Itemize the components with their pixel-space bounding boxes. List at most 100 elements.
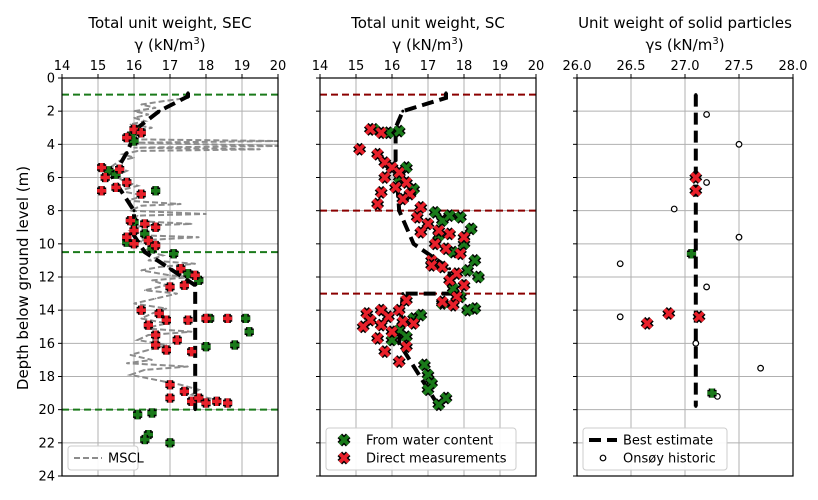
direct-measurement-point [392,166,406,180]
mscl-point [140,103,142,106]
x-tick-label: 18 [198,59,215,74]
direct-measurement-point [223,398,233,408]
x-tick-label: 26.0 [563,59,592,74]
y-tick-label: 24 [38,470,55,485]
direct-measurement-point [392,303,406,317]
mscl-point [162,100,164,103]
x-tick-label: 27.0 [671,59,700,74]
legend-swatch-direct [337,451,351,465]
direct-measurement-point [115,164,125,174]
direct-measurement-point [399,340,413,354]
mscl-point [133,156,135,159]
panel-sc: 14 15 16 17 18 19 20 Total unit weight, SC γ (kN… [312,14,545,477]
best-estimate-point [444,91,448,95]
direct-measurement-point [161,345,171,355]
direct-measurement-point [136,305,146,315]
grid [61,77,279,477]
panel-title: Total unit weight, SEC [87,14,251,32]
historic-point [616,313,624,321]
direct-measurement-point [151,240,161,251]
best-estimate-point [694,93,698,97]
mscl-point [169,274,171,277]
direct-measurement-point [439,242,453,256]
direct-measurement-point [176,264,186,274]
x-axis-label: γs (kN/m3) [645,36,724,54]
direct-measurement-point [151,222,161,232]
legend-swatch-water [337,433,351,447]
mscl-point [190,223,193,225]
best-estimate-point [143,250,147,254]
direct-measurement-point [187,347,197,357]
mscl-line [110,94,279,406]
mscl-point [154,379,157,381]
direct-measurement-point [183,315,193,325]
legend-label: Direct measurements [366,452,507,467]
direct-measurement-point [392,355,406,369]
mscl-point [180,383,182,386]
water-content-point [446,282,460,296]
direct-measurement-point [371,197,385,211]
x-tick-label: 20 [528,59,545,74]
grid [319,77,537,477]
x-tick-label: 16 [384,59,401,74]
water-content-point [230,340,240,350]
direct-measurement-point [363,313,377,327]
water-content-point [464,222,478,236]
direct-measurement-point [374,185,388,199]
legend: MSCL [67,445,145,471]
direct-measurement-point [399,175,413,189]
x-tick-label: 14 [54,59,71,74]
x-axis-label: γ (kN/m3) [392,36,463,54]
direct-measurement-point [432,224,446,238]
y-tick-label: 22 [38,436,55,451]
best-estimate-point [186,91,190,95]
y-tick-label: 6 [47,171,55,186]
x-tick-label: 19 [234,59,251,74]
best-estimate-point [412,242,416,246]
best-estimate-point [401,292,405,296]
y-axis-label: Depth below ground level (m) [14,166,32,390]
x-tick-label: 15 [90,59,107,74]
direct-measurement-point [151,330,161,340]
water-content-point [399,330,413,344]
y-tick-label: 0 [47,72,55,87]
mscl-point [151,312,153,315]
mscl-point [154,107,157,109]
x-tick-label: 15 [348,59,365,74]
best-estimate-point [186,94,190,98]
x-tick-label: 28.0 [779,59,808,74]
mscl-point [129,354,132,356]
best-estimate-point [157,109,161,113]
water-content-point [165,438,175,448]
water-content-point [461,263,475,277]
mscl-point [136,150,139,152]
direct-measurement-point [129,225,139,236]
water-content-point [421,383,435,397]
historic-point [703,283,710,291]
water-content-point [428,205,442,219]
mscl-point [194,262,196,265]
mscl-point [140,204,142,207]
historic-point [703,111,710,118]
x-tick-label: 14 [312,59,329,74]
mscl-point [144,120,146,122]
mscl-point [190,393,193,396]
mscl-point [133,110,135,112]
mscl-point [147,259,150,262]
direct-measurement-point [194,393,204,403]
water-content-point [201,342,211,352]
direct-measurement-point [414,225,428,239]
direct-measurement-point [151,340,161,350]
direct-measurement-point [190,270,200,280]
direct-measurement-point [100,172,110,183]
best-estimate-point [444,96,448,100]
mscl-point [136,184,139,187]
direct-measurement-point [111,182,121,193]
mscl-point [180,203,182,205]
water-content-point [140,229,150,239]
best-estimate-point [694,404,698,408]
y-tick-label: 10 [38,237,55,252]
mscl-point [162,254,164,257]
historic-point [692,339,700,347]
x-tick-label: 20 [270,59,287,74]
